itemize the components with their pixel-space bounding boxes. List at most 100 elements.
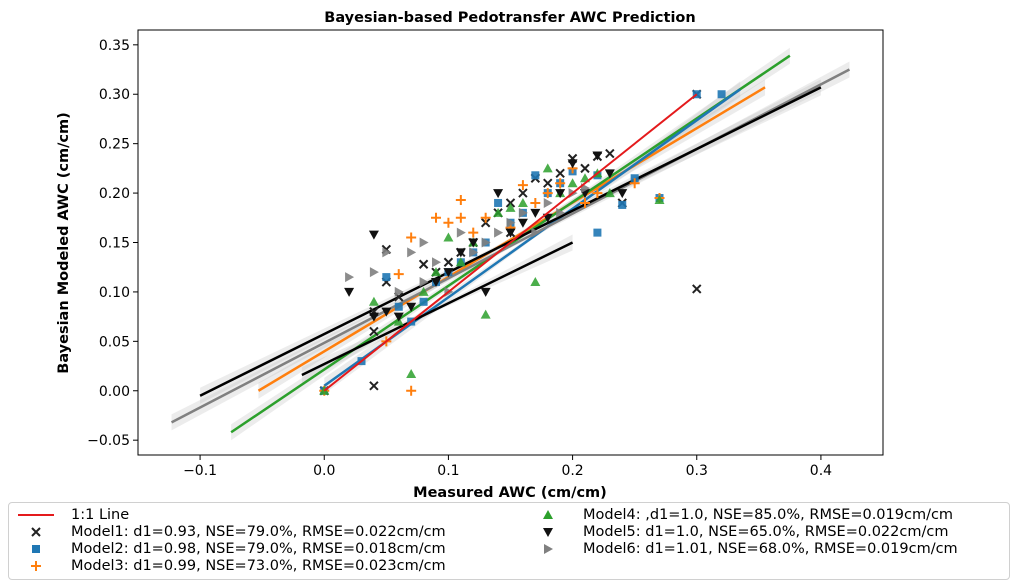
data-point [617, 189, 628, 199]
x-tick-label: 0.3 [686, 463, 708, 479]
data-point [419, 297, 428, 306]
regression-line [257, 86, 766, 392]
data-point [382, 273, 391, 282]
data-point [369, 326, 379, 337]
data-point [543, 197, 553, 208]
data-point [531, 171, 540, 180]
data-point [406, 232, 417, 243]
legend-item-model6: Model6: d1=1.01, NSE=68.0%, RMSE=0.019cm… [529, 540, 958, 557]
data-point [506, 217, 516, 228]
data-point [604, 188, 615, 198]
x-axis-label: Measured AWC (cm/cm) [413, 485, 607, 500]
data-point [369, 381, 379, 391]
legend-column-right: Model4: ,d1=1.0, NSE=85.0%, RMSE=0.019cm… [529, 506, 958, 557]
data-point [530, 208, 541, 218]
x-tick-label: 0.0 [313, 463, 335, 479]
triangle-up-marker-icon [529, 508, 567, 522]
data-point [393, 312, 404, 322]
data-point [406, 368, 417, 378]
data-point [368, 296, 379, 306]
data-point [431, 212, 441, 223]
data-point [592, 188, 603, 199]
data-point [369, 267, 379, 278]
data-point [517, 180, 528, 191]
regression-line [301, 241, 574, 377]
data-point [431, 278, 441, 288]
data-point [555, 168, 565, 179]
data-point [505, 202, 516, 212]
legend-item-1-1-line: 1:1 Line [17, 506, 446, 523]
data-point [468, 227, 479, 238]
data-point [494, 198, 503, 207]
data-point [455, 212, 466, 223]
data-point [542, 163, 553, 173]
one-to-one-line [323, 93, 698, 392]
legend-item-model1: Model1: d1=0.93, NSE=79.0%, RMSE=0.022cm… [17, 523, 446, 540]
data-point [567, 178, 578, 188]
data-point [605, 148, 615, 159]
data-point [418, 259, 429, 269]
data-point [593, 228, 602, 237]
data-point [443, 257, 454, 267]
data-point [406, 385, 417, 396]
data-point [419, 237, 429, 248]
data-point [567, 159, 578, 169]
data-point [455, 257, 466, 267]
legend-column-left: 1:1 Line Model1: d1=0.93, NSE=79.0%, RMS… [17, 506, 446, 574]
data-point [480, 287, 491, 297]
data-point [493, 189, 504, 199]
y-tick-label: 0.10 [99, 285, 130, 301]
data-point [406, 302, 417, 312]
data-point [480, 309, 491, 319]
data-point [394, 302, 403, 311]
legend-label: Model2: d1=0.98, NSE=79.0%, RMSE=0.018cm… [71, 540, 446, 557]
data-point [345, 272, 355, 283]
y-axis-label: Bayesian Modeled AWC (cm/cm) [56, 112, 72, 373]
data-point [455, 248, 466, 258]
data-point [456, 227, 466, 238]
data-point [344, 287, 355, 297]
legend-item-model5: Model5: d1=1.0, NSE=65.0%, RMSE=0.022cm/… [529, 523, 958, 540]
legend-item-model2: Model2: d1=0.98, NSE=79.0%, RMSE=0.018cm… [17, 540, 446, 557]
square-marker-icon [17, 542, 55, 556]
data-point [555, 178, 566, 189]
data-point [382, 247, 392, 258]
data-point [443, 217, 454, 228]
data-point [368, 312, 379, 322]
data-point [418, 286, 429, 296]
data-point [518, 188, 528, 198]
y-tick-label: 0.15 [99, 236, 130, 252]
y-tick-label: −0.05 [87, 433, 130, 449]
data-point [494, 227, 504, 238]
data-point [580, 163, 590, 174]
legend-item-model3: Model3: d1=0.99, NSE=73.0%, RMSE=0.023cm… [17, 557, 446, 574]
data-point [556, 207, 566, 218]
x-tick-label: 0.1 [437, 463, 459, 479]
y-tick-label: 0.30 [99, 87, 130, 103]
data-point [368, 230, 379, 240]
legend-label: 1:1 Line [71, 506, 130, 523]
regression-line [230, 54, 791, 434]
legend-label: Model3: d1=0.99, NSE=73.0%, RMSE=0.023cm… [71, 557, 446, 574]
data-point [469, 247, 479, 258]
chart-legend: 1:1 Line Model1: d1=0.93, NSE=79.0%, RMS… [8, 502, 1010, 580]
data-point [542, 188, 553, 199]
data-point [580, 197, 590, 208]
data-point [468, 238, 479, 248]
x-tick-label: −0.1 [183, 463, 217, 479]
awc-chart: −0.1 0.0 0.1 0.2 0.3 0.4 −0.05 0.00 0.05 0.10 0.15… [56, 10, 884, 500]
data-point [443, 232, 454, 242]
data-point [530, 277, 541, 287]
data-point [654, 195, 665, 204]
legend-label: Model4: ,d1=1.0, NSE=85.0%, RMSE=0.019cm… [583, 506, 954, 523]
data-point [443, 268, 454, 278]
data-point [480, 212, 491, 223]
data-point [394, 286, 404, 297]
data-point [419, 277, 429, 288]
x-tick-label: 0.2 [561, 463, 583, 479]
triangle-down-marker-icon [529, 525, 567, 539]
data-point [455, 195, 466, 205]
y-tick-label: 0.25 [99, 137, 130, 153]
data-point [431, 267, 441, 277]
data-point [629, 178, 640, 189]
